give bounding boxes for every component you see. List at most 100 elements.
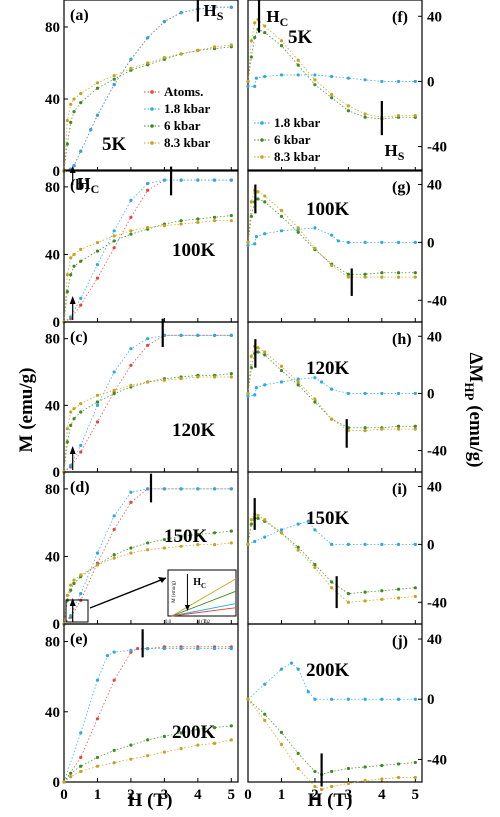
data-point <box>396 775 401 780</box>
data-point <box>229 214 233 218</box>
data-point <box>179 747 183 751</box>
panel-h: -40 0 40 (h) 120K <box>246 321 447 473</box>
data-point <box>129 66 133 70</box>
y-tick-label-40: -40 <box>427 444 447 460</box>
data-point <box>396 275 401 279</box>
series-1-8-kbar <box>246 73 417 88</box>
data-point <box>212 333 217 337</box>
data-point <box>246 79 250 84</box>
data-point <box>79 247 83 251</box>
data-point <box>320 787 324 792</box>
y-axis-label-right-unit: (emu/g) <box>465 400 486 467</box>
data-point <box>256 350 260 354</box>
hc-annotation: HC <box>266 7 288 29</box>
data-point <box>179 487 183 491</box>
data-point <box>112 246 116 250</box>
data-point <box>212 741 217 745</box>
data-point <box>79 303 83 307</box>
x-tick-label-3: 3 <box>345 787 353 803</box>
legend-item-1-8-kbar: 1.8 kbar <box>254 115 320 130</box>
y-axis-label-right-sub: HP <box>462 382 477 400</box>
inset-curve-atoms <box>171 607 237 617</box>
data-point <box>263 353 267 357</box>
data-point <box>72 252 76 257</box>
data-point <box>256 516 260 520</box>
panel-label: (j) <box>392 633 408 650</box>
data-point <box>79 101 83 105</box>
data-point <box>112 229 116 233</box>
y-tick-label-40: 40 <box>427 479 442 495</box>
data-point <box>249 55 253 59</box>
panel-frame <box>63 0 239 172</box>
data-point <box>112 678 116 682</box>
data-point <box>263 24 267 28</box>
panel-d: 0 40 80 (d) 150K M (emu/g) H (T) 0.0 0.2 HC <box>45 471 239 633</box>
data-point <box>95 764 100 768</box>
series-line <box>247 517 416 595</box>
panel-label: (d) <box>70 479 90 496</box>
data-point <box>296 226 300 230</box>
data-point <box>72 407 76 411</box>
data-point <box>330 96 334 100</box>
y-tick-label-40: -40 <box>427 752 447 768</box>
data-point <box>112 388 116 392</box>
data-point <box>249 518 253 522</box>
y-tick-label-40: 40 <box>45 247 60 263</box>
data-point <box>413 79 417 84</box>
y-tick-label-80: 80 <box>45 180 60 196</box>
data-point <box>69 120 73 124</box>
inset-curve-6-kbar <box>171 590 237 617</box>
data-point <box>346 781 350 786</box>
legend-item-6-kbar: 6 kbar <box>254 132 311 147</box>
data-point <box>112 239 116 243</box>
panel-b: 0 40 80 (b) 100K <box>45 166 239 331</box>
data-point <box>112 234 116 238</box>
data-point <box>413 775 417 780</box>
data-point <box>69 588 73 592</box>
zoom-box <box>65 599 89 623</box>
data-point <box>95 755 100 760</box>
data-point <box>279 214 284 218</box>
data-point <box>380 697 384 701</box>
data-point <box>263 535 267 539</box>
data-point <box>346 272 350 276</box>
data-point <box>256 190 260 194</box>
panel-label: (e) <box>70 631 88 648</box>
data-point <box>254 76 258 80</box>
inset-x-tick-0: 0.0 <box>165 620 172 625</box>
data-point <box>253 539 257 544</box>
y-tick-label-40: 40 <box>45 92 60 108</box>
inset-curve-8-3-kbar <box>171 578 237 617</box>
x-tick-label-3: 3 <box>161 787 169 803</box>
data-point <box>79 450 83 454</box>
data-point <box>396 587 401 591</box>
y-tick-label-0: 0 <box>53 315 61 331</box>
data-point <box>229 724 233 728</box>
y-axis-label-right: ΔMHP (emu/g) <box>462 353 486 468</box>
hs-main: H <box>204 1 217 20</box>
data-point <box>146 380 150 384</box>
data-point <box>72 110 76 114</box>
x-tick-label-2: 2 <box>127 787 135 803</box>
data-point <box>246 391 250 396</box>
data-point <box>79 410 83 414</box>
legend-label: 6 kbar <box>274 132 311 147</box>
data-point <box>229 738 233 742</box>
data-point <box>313 528 317 532</box>
data-point <box>380 79 384 84</box>
legend-item-8-3-kbar: 8.3 kbar <box>254 149 320 164</box>
data-point <box>129 648 133 652</box>
series-atoms <box>62 333 233 474</box>
data-point <box>296 383 300 387</box>
series-atoms <box>62 645 233 784</box>
legend-label: 8.3 kbar <box>274 149 320 164</box>
data-point <box>313 563 317 567</box>
data-point <box>95 262 100 267</box>
data-point <box>129 198 133 202</box>
y-tick-label-0: 0 <box>53 465 61 481</box>
series-line <box>247 698 416 775</box>
data-point <box>380 271 384 275</box>
data-point <box>320 380 324 384</box>
